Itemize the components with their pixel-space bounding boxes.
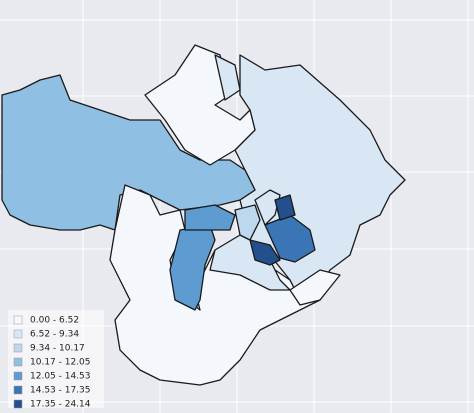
region: [1, 74, 256, 231]
legend-swatch: [13, 385, 23, 395]
legend-label: 14.53 - 17.35: [30, 386, 91, 396]
legend-swatch: [13, 329, 23, 339]
region: [249, 239, 281, 266]
region: [214, 54, 241, 101]
legend-swatch: [13, 315, 23, 325]
legend-swatch: [13, 371, 23, 381]
legend: 0.00 - 6.52 6.52 - 9.34 9.34 - 10.17 10.17 …: [13, 315, 91, 410]
legend-swatch: [13, 357, 23, 367]
legend-background: [8, 310, 104, 408]
region: [184, 204, 236, 231]
legend-label: 6.52 - 9.34: [30, 330, 79, 340]
region: [289, 269, 341, 306]
region: [274, 194, 296, 221]
region: [144, 44, 256, 166]
legend-label: 10.17 - 12.05: [30, 358, 91, 368]
legend-label: 17.35 - 24.14: [30, 400, 91, 410]
legend-label: 9.34 - 10.17: [30, 344, 85, 354]
legend-label: 12.05 - 14.53: [30, 372, 91, 382]
legend-label: 0.00 - 6.52: [30, 316, 79, 326]
legend-swatch: [13, 399, 23, 409]
legend-swatch: [13, 343, 23, 353]
region: [234, 204, 261, 241]
regions: [1, 44, 406, 386]
